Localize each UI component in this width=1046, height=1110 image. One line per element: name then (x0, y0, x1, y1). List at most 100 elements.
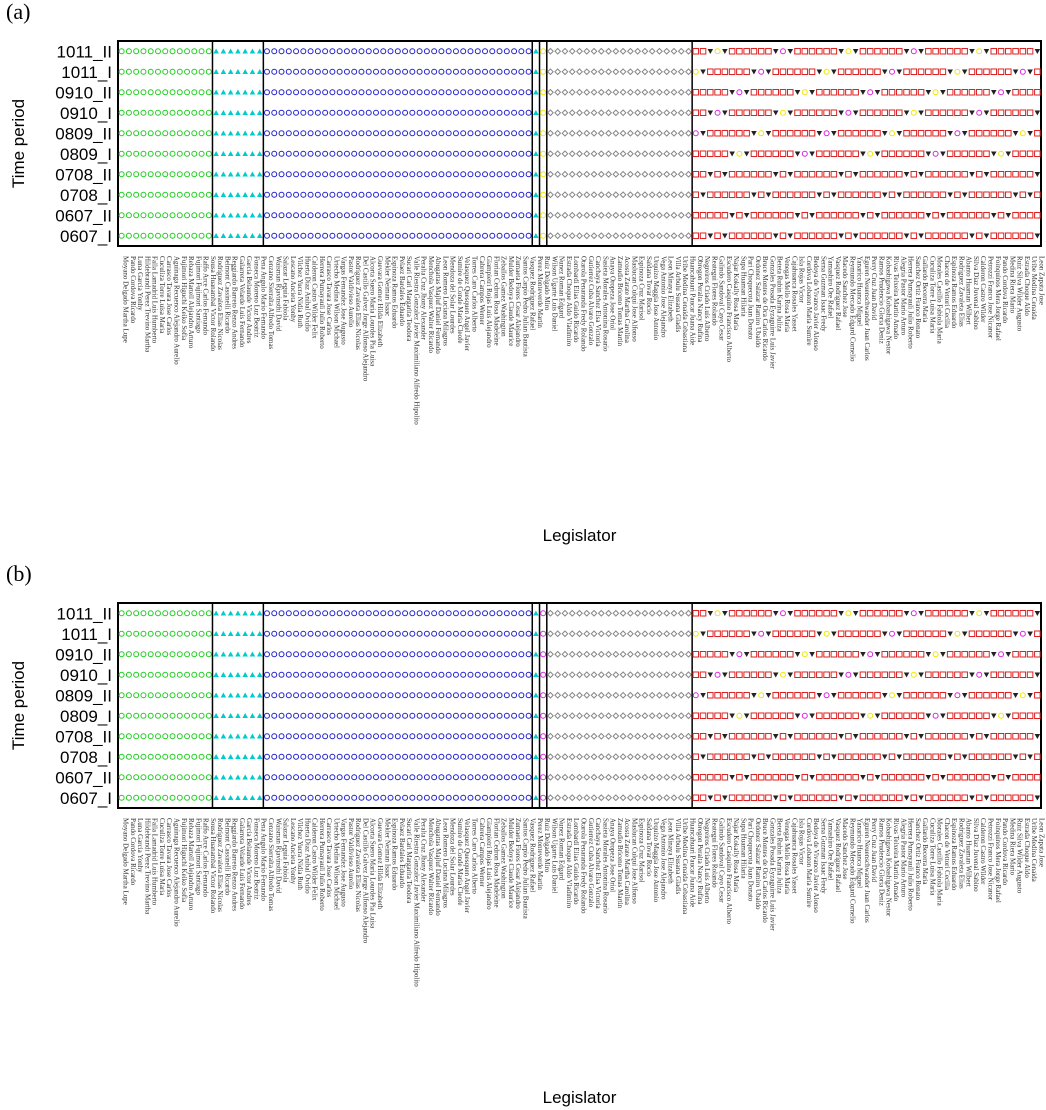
data-point (612, 88, 620, 96)
data-point (482, 68, 489, 75)
data-point (402, 212, 409, 219)
data-point (365, 68, 372, 75)
data-point (918, 795, 924, 801)
data-point (692, 88, 700, 96)
data-point (641, 630, 649, 638)
data-point (685, 712, 692, 720)
data-point (125, 150, 132, 157)
data-point (300, 89, 307, 96)
data-point (198, 671, 205, 678)
data-point (482, 712, 489, 719)
data-point (932, 47, 939, 55)
data-point (394, 191, 401, 198)
data-point (794, 232, 801, 240)
data-point (612, 712, 620, 720)
legislator-label: Gallardo Becerra Maria (921, 818, 929, 885)
legislator-label: Morales Castillo Fabiola Maria (936, 818, 944, 907)
data-point (590, 68, 598, 76)
data-point (794, 630, 801, 638)
data-point (525, 232, 532, 239)
data-point (452, 651, 459, 658)
data-point (714, 232, 721, 240)
data-point (998, 150, 1005, 157)
data-point (533, 191, 539, 197)
data-point (1034, 630, 1041, 638)
data-point (568, 68, 576, 76)
data-point (634, 109, 642, 117)
data-point (438, 232, 445, 239)
data-point (314, 130, 321, 137)
data-point (511, 774, 518, 781)
data-point (816, 671, 823, 679)
data-point (546, 211, 554, 219)
data-point (423, 130, 430, 137)
data-point (264, 733, 270, 740)
data-point (975, 211, 983, 219)
data-point (997, 232, 1005, 240)
data-point (590, 211, 598, 219)
data-point (779, 129, 787, 137)
data-point (518, 150, 525, 157)
data-point (794, 609, 801, 617)
data-point (641, 150, 649, 158)
legislator-label: Mulder Bedoya Claude Maurice (507, 818, 515, 908)
data-point (423, 712, 430, 719)
data-point (561, 609, 569, 617)
data-point (140, 171, 147, 178)
data-point (482, 753, 489, 760)
data-point (874, 609, 881, 617)
data-point (845, 773, 852, 781)
data-point (699, 650, 707, 658)
data-point (896, 754, 903, 760)
data-point (285, 150, 292, 157)
legislator-label: Urtecho Medina Wilson Michael (332, 818, 340, 910)
data-point (474, 89, 481, 96)
data-point (533, 794, 539, 800)
data-point (445, 794, 452, 801)
legislator-label: Pelaez Bardales Eduardo (398, 818, 406, 888)
data-point (1012, 47, 1019, 55)
data-point (242, 191, 248, 197)
data-point (351, 89, 358, 96)
legislator-label: Belmont Cassinelli Ricardo (223, 818, 231, 896)
data-point (416, 753, 423, 760)
data-point (416, 630, 423, 637)
data-point (489, 212, 496, 219)
data-point (540, 692, 547, 699)
data-point (220, 651, 227, 657)
legislator-label: Sanchez Ortiz Franco Renato (914, 256, 922, 339)
y-axis-title: Time period (9, 99, 28, 188)
data-point (728, 129, 736, 137)
data-point (343, 610, 350, 617)
data-point (285, 692, 292, 699)
data-point (728, 232, 736, 240)
legislator-label: Cuculiza Torre Luisa Maria (928, 256, 936, 334)
data-point (533, 651, 539, 657)
data-point (729, 213, 735, 219)
data-point (896, 671, 903, 679)
data-point (125, 48, 132, 55)
data-point (634, 150, 642, 158)
data-point (707, 129, 714, 137)
data-point (852, 691, 859, 699)
data-point (278, 150, 285, 157)
data-point (496, 630, 503, 637)
legislator-label: Estrada Choque Aldo (1023, 256, 1031, 316)
data-point (365, 630, 372, 637)
data-point (568, 712, 576, 720)
data-point (474, 191, 481, 198)
data-point (467, 68, 474, 75)
data-point (634, 609, 642, 617)
data-point (511, 171, 518, 178)
data-point (648, 150, 656, 158)
data-point (256, 89, 263, 95)
data-point (918, 110, 924, 116)
data-point (866, 68, 874, 76)
data-point (837, 773, 845, 781)
data-point (402, 774, 409, 781)
data-point (256, 191, 263, 197)
data-point (533, 68, 539, 74)
data-point (460, 774, 467, 781)
data-point (278, 753, 285, 760)
data-point (467, 794, 474, 801)
